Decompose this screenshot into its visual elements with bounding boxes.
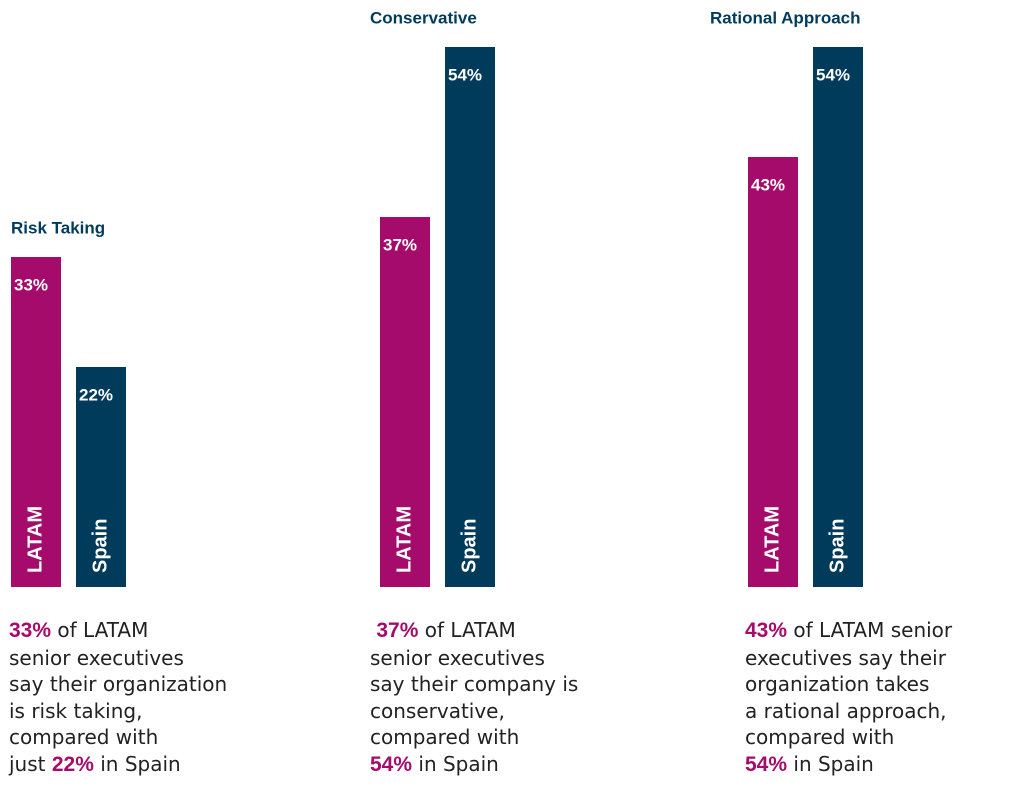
caption-line: organization takes — [745, 671, 952, 698]
caption-text: compared with — [370, 725, 520, 749]
caption-line: 37% of LATAM — [370, 617, 578, 645]
caption-text: in Spain — [787, 751, 874, 776]
chart-title: Rational Approach — [710, 8, 861, 27]
charts: 33% LATAM 22% Spain Risk Taking 37% LATAM 54% Sp… — [11, 8, 863, 587]
caption-text: organization takes — [745, 672, 930, 696]
caption-line: say their organization — [9, 671, 227, 698]
caption-line: compared with — [370, 724, 578, 751]
value-label: 33% — [14, 275, 48, 294]
caption-text: of LATAM senior — [787, 618, 953, 642]
category-label: Spain — [89, 519, 111, 573]
caption-text: a rational approach, — [745, 698, 947, 723]
caption-text: say their company is — [370, 672, 579, 696]
caption: 43% of LATAM senior executives say their o… — [745, 617, 952, 778]
caption-line: conservative, — [370, 698, 578, 725]
caption-highlight: 54% — [745, 752, 788, 776]
value-label: 54% — [816, 65, 850, 84]
caption-highlight: 54% — [370, 752, 413, 776]
caption-line: senior executives — [9, 645, 227, 672]
bar — [76, 367, 126, 587]
caption-text: of LATAM — [51, 618, 149, 642]
caption-line: 54% in Spain — [745, 751, 952, 779]
caption-highlight: 22% — [51, 752, 94, 776]
caption-line: 33% of LATAM — [9, 617, 227, 645]
bar — [445, 47, 495, 587]
caption-highlight: 37% — [376, 619, 419, 642]
caption-text: senior executives — [370, 645, 545, 670]
chart-title: Conservative — [370, 8, 477, 27]
value-label: 54% — [448, 65, 482, 84]
value-label: 43% — [751, 175, 785, 194]
caption-text: conservative, — [370, 698, 505, 723]
caption-text: just — [9, 751, 52, 776]
category-label: LATAM — [761, 506, 783, 573]
caption-line: is risk taking, — [9, 698, 227, 725]
caption-line: 54% in Spain — [370, 751, 578, 779]
bar — [380, 217, 430, 587]
caption-line: say their company is — [370, 671, 578, 698]
caption-text: compared with — [745, 725, 895, 749]
category-label: Spain — [458, 519, 480, 573]
caption-text: compared with — [9, 725, 159, 749]
caption-highlight: 33% — [9, 619, 52, 642]
category-label: LATAM — [24, 506, 46, 573]
category-label: Spain — [826, 519, 848, 573]
bar — [748, 157, 798, 587]
caption-text: in Spain — [412, 751, 499, 776]
chart-title: Risk Taking — [11, 218, 105, 237]
caption: 37% of LATAM senior executives say their c… — [370, 617, 578, 778]
value-label: 37% — [383, 235, 417, 254]
caption: 33% of LATAM senior executives say their o… — [9, 617, 227, 778]
caption-line: senior executives — [370, 645, 578, 672]
caption-text: of LATAM — [418, 618, 516, 642]
bar — [11, 257, 61, 587]
value-label: 22% — [79, 385, 113, 404]
caption-text: in Spain — [93, 751, 181, 776]
caption-line: a rational approach, — [745, 698, 952, 725]
caption-text: is risk taking, — [9, 698, 143, 723]
caption-line: executives say their — [745, 645, 952, 672]
caption-line: 43% of LATAM senior — [745, 617, 952, 645]
caption-line: just 22% in Spain — [9, 751, 227, 779]
caption-line: compared with — [9, 724, 227, 751]
category-label: LATAM — [393, 506, 415, 573]
bar — [813, 47, 863, 587]
caption-line: compared with — [745, 724, 952, 751]
caption-text: executives say their — [745, 645, 946, 670]
caption-highlight: 43% — [745, 619, 788, 642]
caption-text: senior executives — [9, 645, 184, 670]
caption-text: say their organization — [9, 672, 228, 696]
